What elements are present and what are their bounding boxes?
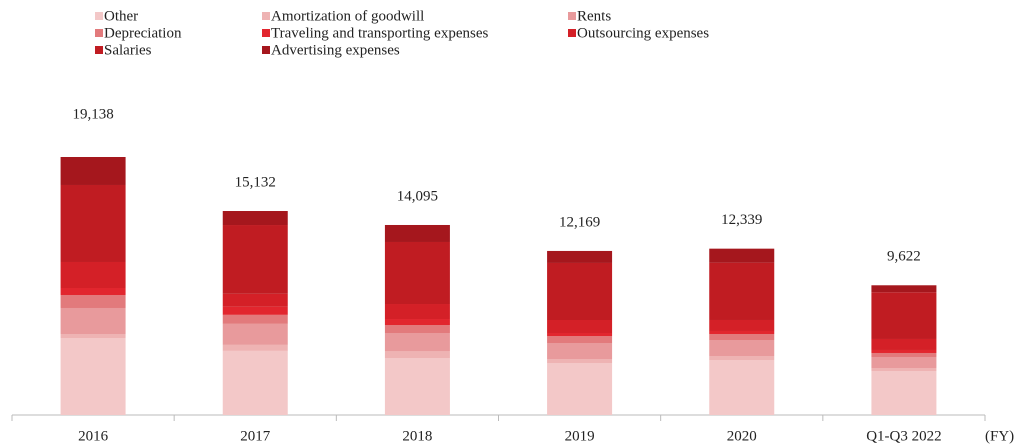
legend-label: Other — [104, 8, 138, 24]
bar-segment — [709, 248, 775, 263]
legend-swatch — [262, 12, 270, 20]
bar-segment — [384, 304, 450, 320]
bar-segment — [547, 319, 613, 333]
bar-segment — [871, 292, 937, 339]
bar-segment — [384, 319, 450, 326]
bar-segment — [60, 184, 126, 262]
bar-segment — [871, 338, 937, 350]
bar-segment — [60, 294, 126, 308]
legend-label: Traveling and transporting expenses — [271, 25, 488, 41]
bar-segment — [60, 333, 126, 338]
bar-segment — [709, 333, 775, 340]
bar-segment — [384, 325, 450, 334]
x-tick-label: 2018 — [402, 428, 432, 444]
legend-swatch — [262, 29, 270, 37]
total-label: 14,095 — [397, 188, 438, 204]
legend-swatch — [95, 46, 103, 54]
bar-segment — [871, 285, 937, 293]
bar-segment — [709, 319, 775, 331]
legend-label: Advertising expenses — [271, 42, 400, 58]
legend-label: Outsourcing expenses — [577, 25, 709, 41]
bar-segment — [384, 224, 450, 242]
bar-segment — [222, 350, 288, 415]
bar-segment — [871, 370, 937, 415]
bar-segment — [871, 367, 937, 371]
x-tick-label: 2019 — [565, 428, 595, 444]
bar-segment — [60, 307, 126, 334]
x-tick-label: 2017 — [240, 428, 271, 444]
bar-segment — [547, 250, 613, 263]
total-label: 12,169 — [559, 214, 600, 230]
total-label: 9,622 — [887, 249, 921, 265]
bar-segment — [871, 352, 937, 357]
bar-segment — [547, 363, 613, 415]
total-label: 19,138 — [72, 106, 113, 122]
bar-segment — [222, 314, 288, 324]
legend-swatch — [568, 29, 576, 37]
x-unit-label: (FY) — [985, 428, 1014, 444]
bar-segment — [222, 306, 288, 315]
bar-segment — [709, 355, 775, 360]
bar-segment — [60, 337, 126, 415]
x-tick-label: 2016 — [78, 428, 109, 444]
bar-segment — [222, 344, 288, 351]
legend-label: Amortization of goodwill — [271, 8, 424, 24]
bar-segment — [60, 157, 126, 185]
bar-segment — [547, 336, 613, 343]
bar-segment — [222, 225, 288, 294]
bar-segment — [709, 262, 775, 320]
bar-segment — [384, 358, 450, 415]
bar-segment — [384, 351, 450, 359]
legend-swatch — [95, 12, 103, 20]
legend-swatch — [95, 29, 103, 37]
bar-segment — [547, 342, 613, 359]
bar-segment — [384, 333, 450, 352]
bar-segment — [547, 332, 613, 337]
bar-segment — [384, 241, 450, 305]
bar-segment — [60, 287, 126, 295]
bar-segment — [709, 330, 775, 334]
x-tick-label: Q1-Q3 2022 — [866, 428, 941, 444]
bar-segment — [222, 323, 288, 345]
legend-swatch — [568, 12, 576, 20]
legend-label: Rents — [577, 8, 611, 24]
bar-segment — [871, 349, 937, 353]
legend-label: Salaries — [104, 42, 152, 58]
bar-segment — [871, 356, 937, 368]
total-label: 12,339 — [721, 212, 762, 228]
bar-segment — [222, 293, 288, 307]
bar-segment — [547, 358, 613, 364]
x-tick-label: 2020 — [727, 428, 757, 444]
bar-segment — [709, 359, 775, 415]
legend-swatch — [262, 46, 270, 54]
bar-segment — [222, 211, 288, 226]
legend-label: Depreciation — [104, 25, 182, 41]
total-label: 15,132 — [235, 174, 276, 190]
bar-segment — [60, 261, 126, 288]
bar-segment — [709, 339, 775, 356]
bar-segment — [547, 262, 613, 320]
